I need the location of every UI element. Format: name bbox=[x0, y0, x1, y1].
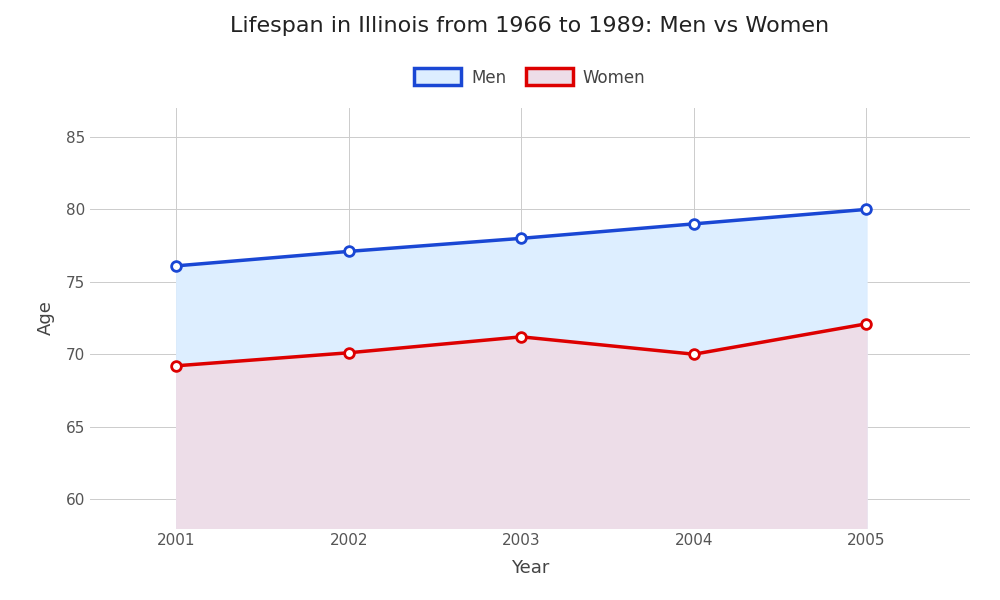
Y-axis label: Age: Age bbox=[37, 301, 55, 335]
X-axis label: Year: Year bbox=[511, 559, 549, 577]
Title: Lifespan in Illinois from 1966 to 1989: Men vs Women: Lifespan in Illinois from 1966 to 1989: … bbox=[230, 16, 830, 35]
Legend: Men, Women: Men, Women bbox=[408, 62, 652, 93]
